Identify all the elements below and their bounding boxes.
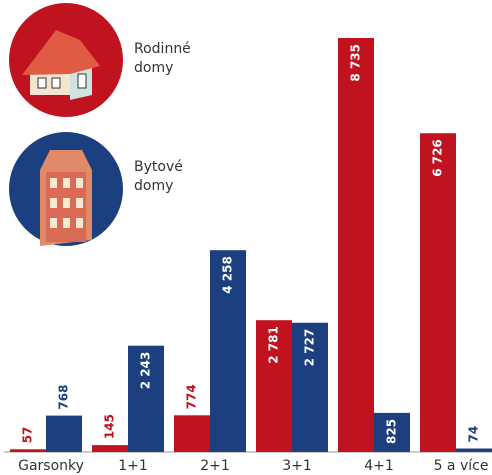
bar [338, 38, 374, 452]
x-tick-label: 4+1 [364, 458, 394, 474]
value-label: 2 243 [139, 352, 153, 390]
x-tick-label: Garsonky [18, 458, 84, 474]
apartment-icon [9, 132, 123, 246]
house-icon [9, 3, 123, 117]
value-label: 4 258 [221, 256, 235, 294]
value-label: 2 781 [267, 326, 281, 364]
x-tick-label: 1+1 [118, 458, 148, 474]
bar [46, 415, 82, 452]
value-label: 145 [103, 414, 117, 439]
bar [174, 415, 210, 452]
x-tick-label: 5 a více [434, 458, 489, 474]
value-label: 6 726 [431, 139, 445, 177]
value-label: 768 [57, 385, 71, 410]
bar [456, 448, 492, 452]
bar [10, 449, 46, 452]
value-label: 8 735 [349, 44, 363, 82]
x-tick-label: 3+1 [282, 458, 312, 474]
bar [210, 250, 246, 452]
value-label: 825 [385, 419, 399, 444]
value-label: 74 [467, 426, 481, 443]
bar [292, 322, 328, 452]
bar [256, 320, 292, 452]
bar [128, 345, 164, 452]
bar [374, 412, 410, 452]
x-tick-label: 2+1 [200, 458, 230, 474]
legend-label: Bytové domy [134, 159, 183, 194]
value-label: 774 [185, 384, 199, 409]
value-label: 57 [21, 427, 35, 444]
legend-label: Rodinné domy [134, 41, 191, 76]
bar [92, 445, 128, 452]
value-label: 2 727 [303, 329, 317, 367]
bar [420, 133, 456, 452]
